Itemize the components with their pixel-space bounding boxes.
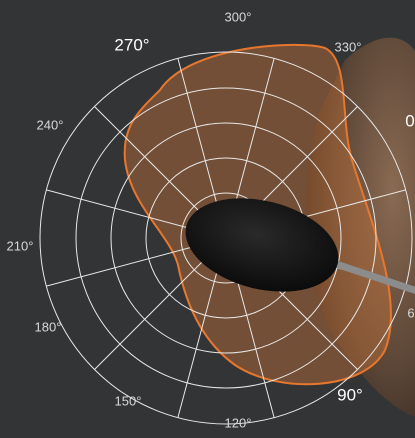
mic-boom — [326, 258, 415, 295]
angle-label: 300° — [225, 9, 252, 24]
angle-label: 240° — [37, 117, 64, 132]
ring — [75, 87, 377, 389]
angle-label: 120° — [225, 415, 252, 430]
angle-label: 330° — [335, 39, 362, 54]
angle-label: 180° — [35, 319, 62, 334]
angle-label: 90° — [337, 385, 363, 404]
angle-label: 0 — [405, 111, 414, 130]
angle-label: 210° — [7, 238, 34, 253]
angle-label: 150° — [115, 393, 142, 408]
angle-label: 6 — [407, 305, 414, 320]
ring — [110, 122, 342, 354]
mic-foam — [185, 198, 339, 292]
angle-label: 270° — [114, 35, 149, 54]
ring — [39, 51, 413, 425]
